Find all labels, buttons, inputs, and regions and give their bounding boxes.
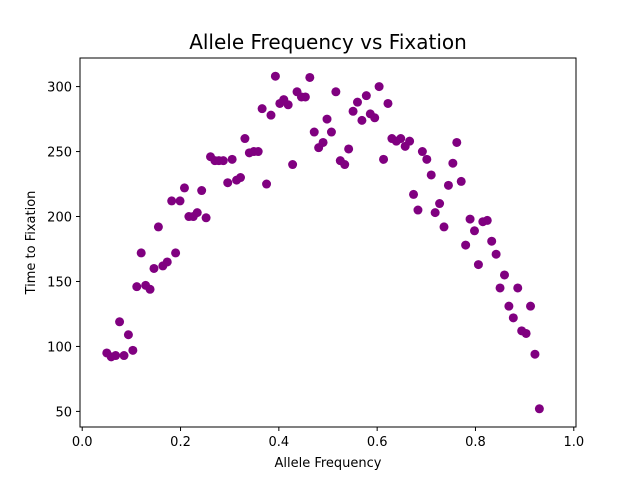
data-point — [123, 330, 133, 340]
data-point — [456, 176, 466, 186]
data-point — [461, 240, 471, 250]
data-point — [305, 72, 315, 82]
data-point — [465, 214, 475, 224]
y-tick-label: 300 — [47, 81, 72, 96]
data-point — [405, 136, 415, 146]
data-point — [331, 87, 341, 97]
data-point — [309, 127, 319, 137]
plot-frame — [79, 57, 577, 428]
x-tick-label: 0.4 — [268, 435, 289, 450]
data-point — [435, 199, 445, 209]
data-point — [443, 180, 453, 190]
data-point — [322, 114, 332, 124]
x-axis: 0.0 0.2 0.4 0.6 0.8 1.0 — [72, 427, 584, 450]
data-point — [197, 186, 207, 196]
data-point — [119, 351, 129, 361]
y-tick-label: 250 — [47, 146, 72, 161]
plot-background — [80, 58, 576, 427]
data-point — [288, 160, 298, 170]
data-point — [162, 257, 172, 267]
data-point — [145, 284, 155, 294]
data-point — [136, 248, 146, 258]
data-points — [102, 71, 544, 414]
data-point — [171, 248, 181, 258]
y-tick-label: 50 — [55, 405, 72, 420]
data-point — [521, 328, 531, 338]
data-point — [495, 283, 505, 293]
data-point — [452, 137, 462, 147]
data-point — [370, 113, 380, 123]
y-axis: 50 100 150 200 250 300 — [47, 81, 80, 420]
y-tick-label: 100 — [47, 340, 72, 355]
data-point — [300, 92, 310, 102]
data-point — [153, 222, 163, 232]
data-point — [422, 154, 432, 164]
data-point — [218, 156, 228, 166]
y-tick-label: 200 — [47, 211, 72, 226]
data-point — [179, 183, 189, 193]
data-point — [491, 249, 501, 259]
data-point — [283, 100, 293, 110]
data-point — [504, 301, 514, 311]
chart-title: Allele Frequency vs Fixation — [189, 30, 467, 54]
x-tick-label: 0.0 — [72, 435, 93, 450]
data-point — [115, 317, 125, 327]
data-point — [361, 91, 371, 101]
x-tick-label: 0.8 — [465, 435, 486, 450]
data-point — [526, 301, 536, 311]
data-point — [499, 270, 509, 280]
data-point — [417, 147, 427, 157]
data-point — [236, 173, 245, 183]
data-point — [344, 144, 354, 154]
data-point — [530, 349, 540, 359]
data-point — [426, 170, 436, 180]
data-point — [340, 160, 350, 170]
data-point — [383, 98, 393, 108]
data-point — [262, 179, 272, 189]
x-tick-label: 1.0 — [563, 435, 584, 450]
data-point — [266, 110, 276, 120]
y-tick-label: 150 — [47, 275, 72, 290]
data-point — [357, 115, 367, 125]
data-point — [469, 226, 479, 236]
data-point — [253, 147, 263, 157]
data-point — [201, 213, 211, 223]
data-point — [128, 345, 138, 355]
x-axis-label: Allele Frequency — [274, 456, 381, 471]
data-point — [487, 236, 497, 246]
data-point — [175, 196, 185, 206]
data-point — [508, 313, 518, 323]
data-point — [430, 208, 440, 218]
data-point — [513, 283, 523, 293]
data-point — [396, 134, 406, 144]
data-point — [257, 104, 267, 114]
data-point — [413, 205, 423, 215]
data-point — [240, 134, 250, 144]
data-point — [409, 189, 419, 199]
data-point — [448, 158, 458, 168]
plot-area — [79, 57, 577, 428]
data-point — [473, 260, 483, 270]
data-point — [111, 351, 121, 361]
data-point — [132, 282, 142, 292]
x-tick-label: 0.6 — [367, 435, 388, 450]
data-point — [534, 404, 544, 414]
data-point — [270, 71, 280, 81]
data-point — [374, 82, 384, 92]
data-point — [192, 208, 202, 218]
data-point — [326, 127, 336, 137]
x-tick-label: 0.2 — [170, 435, 191, 450]
data-point — [227, 154, 237, 164]
y-axis-label: Time to Fixation — [24, 191, 39, 296]
data-point — [439, 222, 449, 232]
data-point — [379, 154, 389, 164]
data-point — [318, 137, 328, 147]
data-point — [348, 106, 358, 116]
data-point — [149, 263, 159, 273]
data-point — [223, 178, 233, 188]
data-point — [352, 97, 362, 107]
data-point — [167, 196, 177, 206]
data-point — [482, 215, 492, 225]
